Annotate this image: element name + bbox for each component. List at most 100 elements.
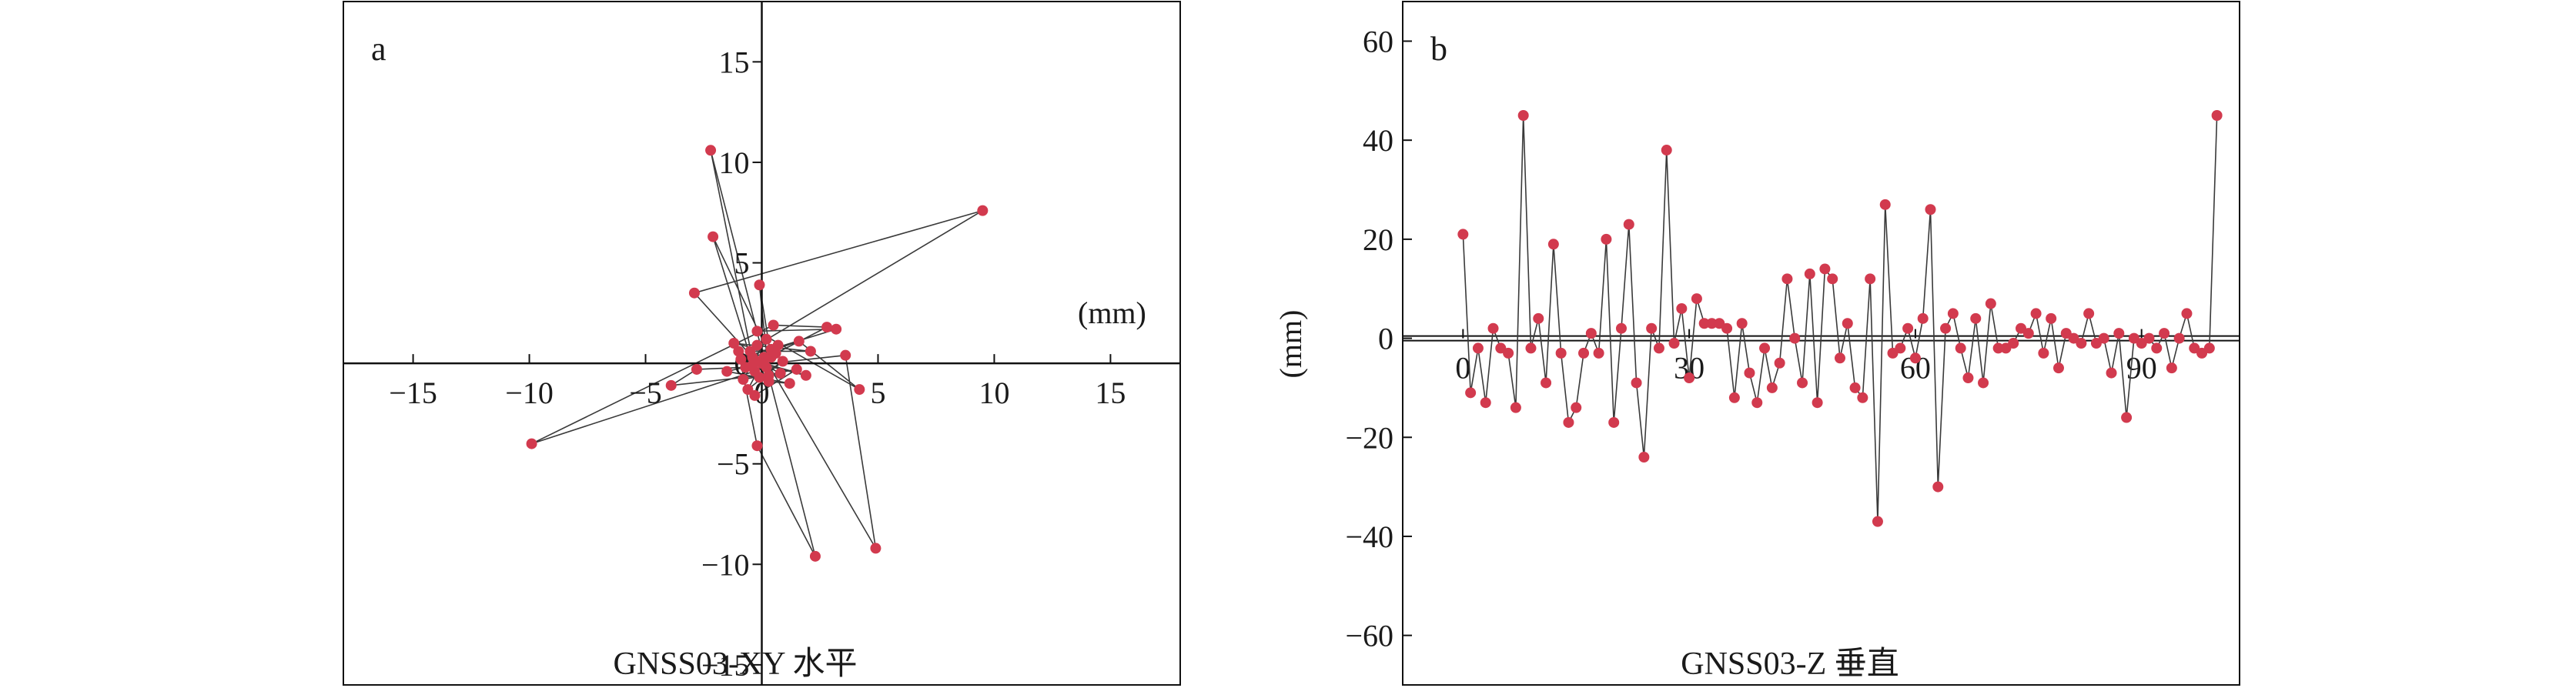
panel-a-y-tick-label: 10 [719, 145, 750, 180]
panel-a-point [708, 231, 719, 242]
panel-b-point [2052, 362, 2064, 374]
panel-a-point [751, 440, 763, 452]
panel-b-point [1480, 397, 1491, 409]
panel-b-point [1638, 452, 1650, 463]
panel-a-point [784, 378, 795, 389]
panel-b-point [1781, 273, 1793, 285]
panel-a-point [751, 326, 763, 337]
panel-a-point [688, 287, 700, 299]
panel-a-y-tick-label: −10 [701, 547, 750, 582]
panel-b-point [1834, 352, 1845, 364]
panel-b-point [1608, 416, 1620, 428]
panel-b-point [1985, 298, 1996, 309]
panel-b-point [1457, 229, 1469, 240]
panel-b-point [1978, 377, 1989, 389]
panel-a-point [763, 376, 774, 387]
panel-b-point [1766, 382, 1778, 393]
panel-b-point [1902, 322, 1914, 334]
panel-a-point [526, 438, 537, 449]
panel-b-point [2030, 308, 2042, 319]
panel-a-point [761, 333, 772, 345]
panel-b-point [1593, 347, 1604, 359]
panel-b-point [1774, 357, 1785, 369]
panel-a-title: GNSS03-XY 水平 [614, 646, 858, 682]
panel-b-point [2098, 332, 2109, 344]
panel-b-point [1925, 204, 1936, 215]
panel-b-point [1872, 516, 1883, 527]
panel-b-point [1917, 312, 1929, 324]
panel-a-point [777, 356, 788, 367]
panel-b-point [1736, 318, 1748, 329]
panel-b-point [1947, 308, 1959, 319]
panel-b-point [1932, 481, 1944, 493]
panel-a-point [809, 550, 821, 562]
panel-a-point [772, 339, 784, 351]
panel-a-point [800, 369, 811, 381]
panel-b-point [1487, 322, 1499, 334]
panel-b-point [1503, 347, 1514, 359]
panel-b-point [1578, 347, 1590, 359]
panel-b-point [1555, 347, 1567, 359]
panel-b-point [1623, 219, 1634, 230]
panel-b-series-line [1462, 115, 2218, 522]
panel-b-point [1789, 332, 1801, 344]
panel-b-point [2121, 412, 2133, 423]
panel-a-horizontal-scatter: a (mm) GNSS03-XY 水平 −15 −10 −5 0 5 10 15−15−10… [343, 1, 1181, 686]
panel-b-y-tick-label: 20 [1363, 222, 1393, 257]
panel-b-point [1510, 402, 1521, 413]
panel-b-point [1759, 342, 1771, 354]
panel-b-frame [1402, 1, 2240, 686]
panel-b-label: b [1430, 30, 1447, 68]
panel-a-point [831, 323, 842, 335]
panel-b-point [1585, 328, 1597, 339]
panel-b-point [2106, 367, 2117, 379]
panel-a-point [870, 543, 882, 554]
panel-b-point [1517, 110, 1529, 121]
panel-b-y-tick-label: −40 [1345, 519, 1393, 554]
panel-b-point [1955, 342, 1966, 354]
panel-b-point [1541, 377, 1552, 389]
panel-a-x-tick-label: 15 [1095, 376, 1126, 410]
panel-a-point [665, 379, 677, 391]
panel-b-y-tick-label: 0 [1378, 322, 1393, 356]
panel-b-point [1472, 342, 1484, 354]
panel-b-point [1819, 263, 1831, 275]
panel-a-point [793, 336, 805, 347]
panel-b-point [1615, 322, 1627, 334]
panel-b-point [1865, 273, 1876, 285]
panel-a-x-tick-label: 5 [870, 376, 885, 410]
panel-b-y-tick-label: −60 [1345, 619, 1393, 653]
panel-b-point [1698, 318, 1710, 329]
panel-a-trajectory-line [531, 150, 983, 557]
panel-b-y-tick-label: −20 [1345, 420, 1393, 455]
panel-b-point [2038, 347, 2049, 359]
panel-b-point [1728, 392, 1740, 403]
panel-b-point [2166, 362, 2177, 374]
panel-a-point [749, 389, 761, 401]
panel-b-point [1812, 397, 1823, 409]
panel-b-point [1721, 322, 1733, 334]
panel-b-point [2113, 328, 2125, 339]
panel-b-point [2211, 110, 2223, 121]
panel-b-point [1909, 352, 1921, 364]
panel-b-point [2181, 308, 2193, 319]
panel-a-point [735, 353, 747, 365]
panel-b-title: GNSS03-Z 垂直 [1681, 646, 1899, 682]
panel-b-point [1563, 416, 1574, 428]
panel-b-point [1842, 318, 1853, 329]
panel-b-point [1992, 342, 2004, 354]
panel-b-point [1804, 268, 1815, 279]
panel-a-point [742, 384, 754, 396]
panel-b-point [1631, 377, 1642, 389]
panel-b-y-tick-label: 60 [1363, 24, 1393, 58]
panel-a-point [821, 322, 833, 333]
panel-b-point [1691, 293, 1702, 305]
panel-a-x-tick-label: −10 [505, 376, 554, 410]
panel-b-point [1962, 372, 1974, 384]
panel-a-point [691, 363, 702, 375]
panel-b-point [2008, 338, 2019, 349]
panel-a-point [805, 346, 816, 357]
panel-a-points [526, 145, 989, 562]
